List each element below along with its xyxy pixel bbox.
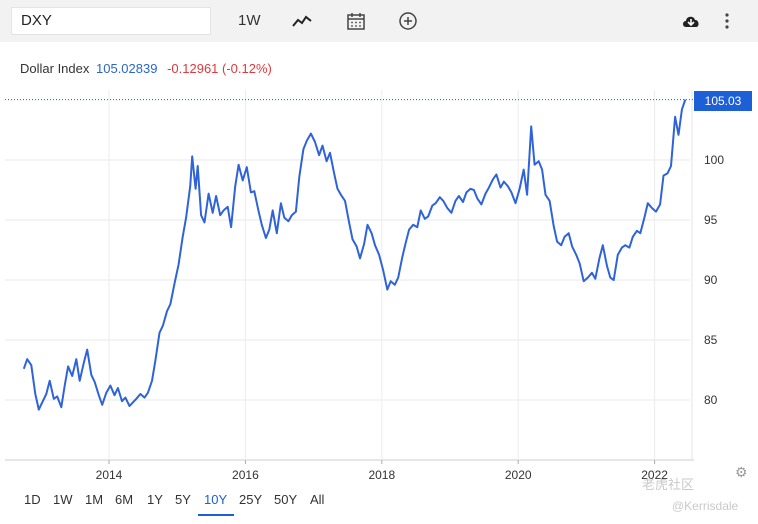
calendar-icon[interactable] xyxy=(345,10,367,32)
interval-selector[interactable]: 1W xyxy=(238,12,261,29)
toolbar: DXY 1W xyxy=(0,0,758,42)
more-vertical-icon[interactable] xyxy=(716,10,738,32)
active-range-underline xyxy=(198,514,234,516)
x-tick-label: 2020 xyxy=(505,468,532,482)
range-button-all[interactable]: All xyxy=(310,492,325,507)
x-tick-label: 2016 xyxy=(232,468,259,482)
series-line-dollar-index xyxy=(22,99,687,411)
line-chart-icon[interactable] xyxy=(291,10,313,32)
y-tick-label: 100 xyxy=(704,153,724,167)
y-tick-label: 95 xyxy=(704,213,718,227)
range-button-1y[interactable]: 1Y xyxy=(147,492,163,507)
legend-change: -0.12961 (-0.12%) xyxy=(167,61,272,76)
x-tick-label: 2022 xyxy=(641,468,668,482)
range-button-6m[interactable]: 6M xyxy=(115,492,134,507)
symbol-search-input[interactable]: DXY xyxy=(11,7,211,35)
range-button-25y[interactable]: 25Y xyxy=(239,492,263,507)
watermark-user: @Kerrisdale xyxy=(672,499,739,513)
range-button-50y[interactable]: 50Y xyxy=(274,492,298,507)
plus-circle-icon[interactable] xyxy=(397,10,419,32)
legend-price: 105.02839 xyxy=(96,61,158,76)
watermark: 老虎社区 xyxy=(642,477,695,492)
range-selector: 1D 1W 1M 6M 1Y 5Y 10Y 25Y 50Y All xyxy=(0,488,758,516)
x-tick-label: 2018 xyxy=(368,468,395,482)
legend-series-name: Dollar Index xyxy=(20,61,90,76)
chart-legend: Dollar Index 105.02839 -0.12961 (-0.12%) xyxy=(20,61,272,76)
range-button-1d[interactable]: 1D xyxy=(24,492,41,507)
settings-gear-icon[interactable]: ⚙ xyxy=(735,464,748,480)
x-tick-label: 2014 xyxy=(96,468,123,482)
range-button-10y[interactable]: 10Y xyxy=(204,492,228,507)
download-cloud-icon[interactable] xyxy=(680,10,702,32)
range-button-1w[interactable]: 1W xyxy=(53,492,73,507)
range-button-5y[interactable]: 5Y xyxy=(175,492,191,507)
y-tick-label: 90 xyxy=(704,273,718,287)
range-button-1m[interactable]: 1M xyxy=(85,492,104,507)
y-tick-label: 85 xyxy=(704,333,718,347)
price-chart[interactable]: 80 85 90 95 100 2014 2016 2018 2020 2022 xyxy=(0,42,758,488)
last-price-label: 105.03 xyxy=(694,91,752,111)
y-tick-label: 80 xyxy=(704,393,718,407)
